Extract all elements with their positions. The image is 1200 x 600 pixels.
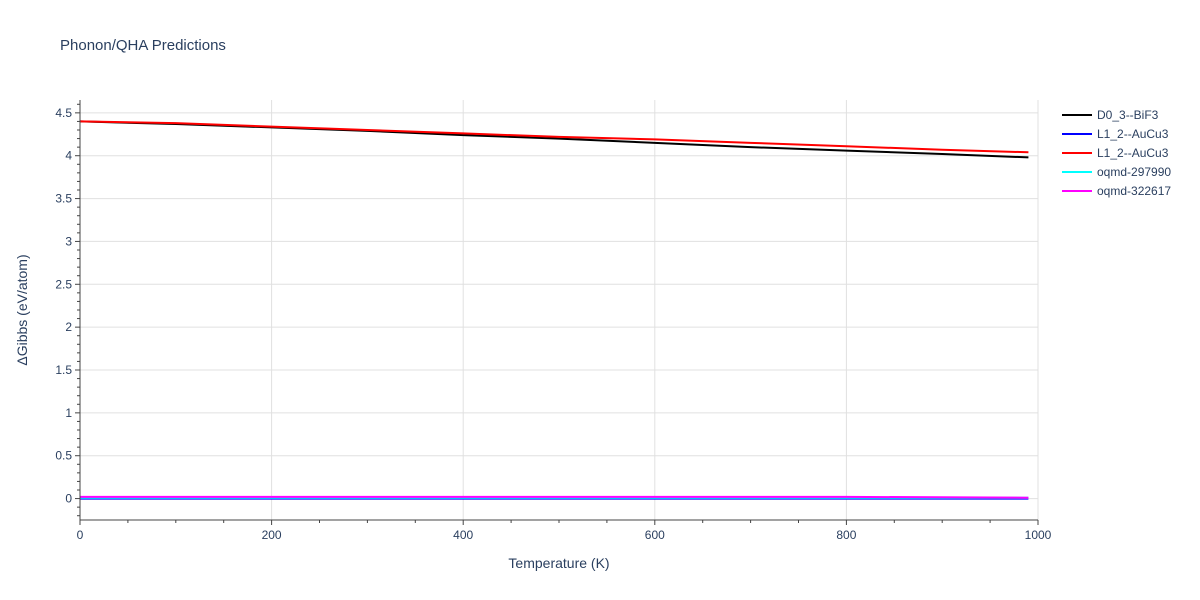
y-tick-label: 3.5 [55,192,72,206]
y-axis-title: ΔGibbs (eV/atom) [14,254,30,365]
x-tick-label: 600 [645,528,665,542]
y-tick-label: 0 [65,492,72,506]
y-tick-label: 1.5 [55,363,72,377]
chart-title: Phonon/QHA Predictions [60,37,226,54]
y-tick-label: 0.5 [55,449,72,463]
legend-item-5[interactable]: oqmd-322617 [1062,184,1171,198]
legend-label: L1_2--AuCu3 [1097,146,1169,160]
legend-item-1[interactable]: D0_3--BiF3 [1062,108,1159,122]
legend-item-3[interactable]: L1_2--AuCu3 [1062,146,1169,160]
legend-label: D0_3--BiF3 [1097,108,1159,122]
series-line-1[interactable] [79,120,1029,159]
y-tick-label: 3 [65,234,72,248]
legend-item-4[interactable]: oqmd-297990 [1062,165,1171,179]
y-tick-label: 1 [65,406,72,420]
y-tick-label: 4 [65,149,72,163]
axes [75,100,1039,525]
x-tick-label: 1000 [1025,528,1052,542]
x-tick-label: 800 [836,528,856,542]
legend[interactable]: D0_3--BiF3 L1_2--AuCu3 L1_2--AuCu3 oqmd-297… [1062,108,1171,198]
grid [80,100,1039,520]
x-tick-label: 0 [77,528,84,542]
x-tick-label: 400 [453,528,473,542]
y-tick-labels: 0 0.5 1 1.5 2 2.5 3 3.5 4 4.5 [55,106,72,506]
legend-item-2[interactable]: L1_2--AuCu3 [1062,127,1169,141]
legend-label: oqmd-322617 [1097,184,1171,198]
legend-label: L1_2--AuCu3 [1097,127,1169,141]
y-tick-label: 2.5 [55,277,72,291]
x-tick-label: 200 [262,528,282,542]
y-tick-label: 2 [65,320,72,334]
x-axis-title: Temperature (K) [508,555,609,571]
y-tick-label: 4.5 [55,106,72,120]
series-line-5[interactable] [80,495,1029,499]
legend-label: oqmd-297990 [1097,165,1171,179]
series-lines [79,120,1029,500]
series-line-3[interactable] [79,120,1029,154]
x-tick-labels: 0 200 400 600 800 1000 [77,528,1052,542]
